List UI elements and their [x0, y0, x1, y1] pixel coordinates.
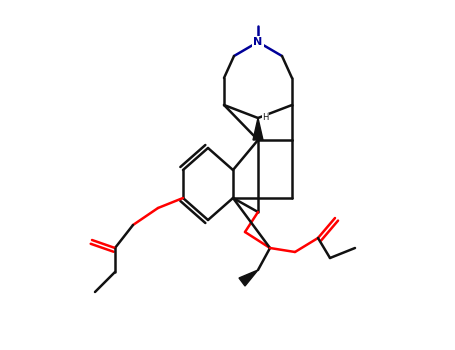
Text: H: H	[262, 113, 268, 122]
Polygon shape	[253, 118, 263, 140]
Polygon shape	[239, 270, 258, 286]
Text: N: N	[253, 37, 263, 47]
